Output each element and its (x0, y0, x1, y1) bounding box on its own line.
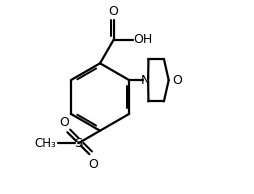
Text: N: N (141, 74, 150, 87)
Text: OH: OH (134, 33, 153, 46)
Text: O: O (108, 5, 118, 18)
Text: S: S (74, 137, 83, 150)
Text: O: O (172, 74, 182, 87)
Text: CH₃: CH₃ (35, 137, 56, 150)
Text: O: O (88, 158, 98, 171)
Text: O: O (59, 116, 69, 129)
